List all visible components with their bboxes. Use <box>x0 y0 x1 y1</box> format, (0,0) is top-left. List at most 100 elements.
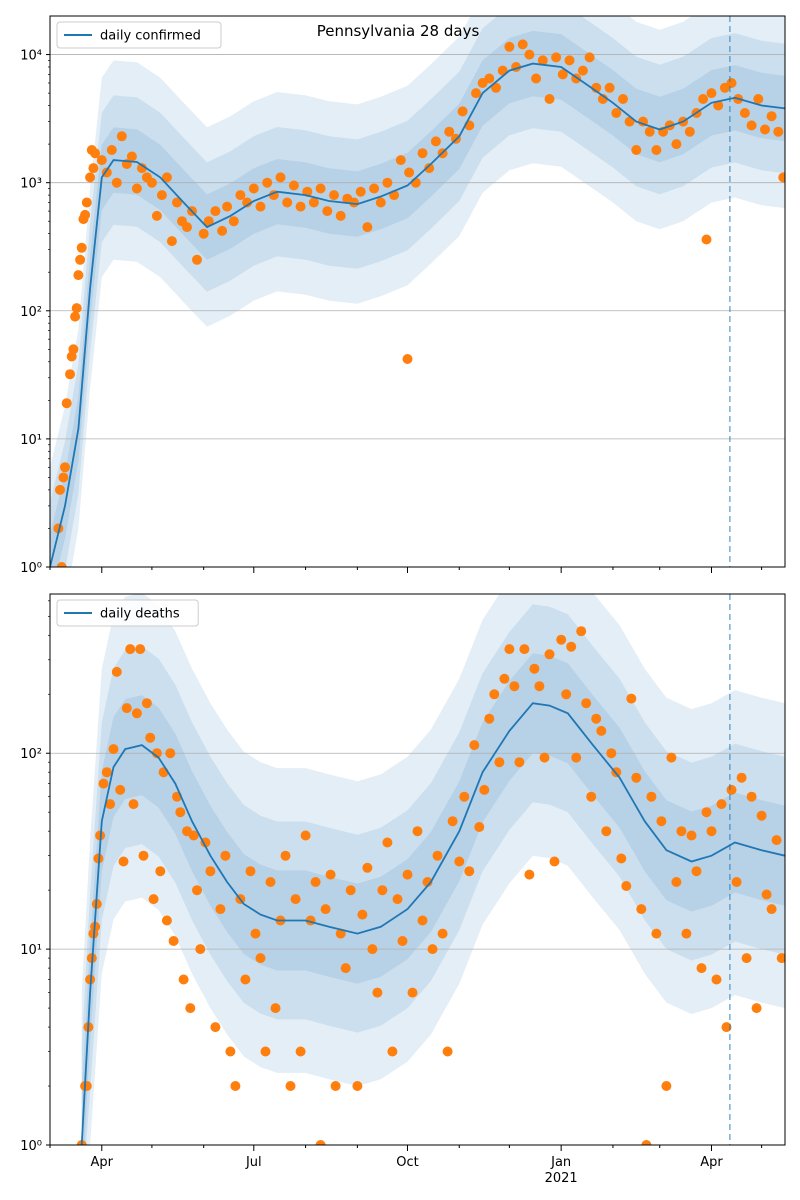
data-point <box>395 155 406 166</box>
data-point <box>175 807 186 818</box>
data-point <box>422 877 433 887</box>
data-point <box>128 799 139 810</box>
data-point <box>432 850 443 861</box>
data-point <box>192 254 202 265</box>
x-tick-label: Oct <box>396 1155 418 1170</box>
data-point <box>205 866 216 877</box>
data-point <box>773 126 784 137</box>
data-point <box>437 928 448 939</box>
confidence-band-3 <box>50 30 785 567</box>
data-point <box>288 180 299 191</box>
data-point <box>76 242 87 253</box>
data-point <box>544 649 555 660</box>
data-point <box>280 850 291 861</box>
fit-line <box>50 62 785 567</box>
data-point <box>484 713 495 724</box>
data-point <box>141 698 152 709</box>
y-tick-label: 10⁰ <box>20 1139 42 1154</box>
data-point <box>549 856 560 867</box>
data-point <box>382 177 393 188</box>
data-point <box>325 869 336 880</box>
data-point <box>188 830 199 841</box>
confidence-band-2 <box>81 604 785 1145</box>
data-point <box>561 689 572 700</box>
data-point <box>75 254 86 265</box>
data-point <box>198 228 209 239</box>
data-point <box>581 698 592 709</box>
data-point <box>168 936 179 946</box>
legend-label: daily confirmed <box>100 29 201 44</box>
data-point <box>442 1046 453 1057</box>
y-tick-label: 10¹ <box>20 943 42 958</box>
data-point <box>771 835 782 846</box>
data-point <box>696 963 707 974</box>
data-point <box>135 644 146 655</box>
data-point <box>646 791 657 802</box>
data-point <box>544 94 555 104</box>
data-point <box>138 850 149 861</box>
data-point <box>564 55 575 66</box>
x-tick-label: Jan <box>550 1155 571 1170</box>
data-point <box>519 644 530 655</box>
data-point <box>203 216 214 227</box>
data-point <box>392 894 403 905</box>
data-point <box>121 703 132 714</box>
data-point <box>576 626 587 637</box>
data-point <box>494 757 505 768</box>
data-point <box>270 1003 281 1014</box>
data-point <box>556 634 567 645</box>
data-point <box>290 894 301 905</box>
data-point <box>65 369 75 380</box>
data-point <box>369 183 380 194</box>
data-point <box>260 1046 271 1057</box>
data-point <box>504 41 515 52</box>
data-point <box>671 139 682 150</box>
y-tick-label: 10⁴ <box>20 49 42 64</box>
data-point <box>248 183 259 194</box>
legend-box <box>56 599 199 627</box>
data-point <box>255 953 266 964</box>
data-point <box>474 822 485 832</box>
data-point <box>713 100 724 111</box>
data-point <box>761 889 772 900</box>
data-point <box>459 791 470 802</box>
data-point <box>60 462 70 473</box>
data-point <box>262 177 273 188</box>
data-point <box>534 681 545 692</box>
data-point <box>315 183 326 194</box>
data-point <box>756 810 767 821</box>
data-point <box>457 106 468 117</box>
data-point <box>618 94 628 104</box>
data-point <box>136 163 147 174</box>
data-point <box>61 398 72 409</box>
axes-frame <box>49 15 786 568</box>
data-point <box>531 73 542 84</box>
data-point <box>586 791 597 802</box>
data-point <box>484 73 495 84</box>
data-point <box>161 172 172 183</box>
data-point <box>355 186 366 197</box>
data-point <box>315 1140 326 1145</box>
data-point <box>357 909 368 920</box>
data-point <box>230 1081 241 1091</box>
data-point <box>235 190 246 201</box>
data-point <box>760 124 770 135</box>
data-point <box>666 752 677 763</box>
data-point <box>656 816 667 827</box>
data-point <box>412 826 423 837</box>
data-point <box>402 869 413 880</box>
data-point <box>404 167 415 178</box>
data-point <box>73 270 84 281</box>
data-point <box>70 311 81 322</box>
data-point <box>701 234 712 245</box>
data-point <box>58 472 69 483</box>
data-point <box>479 784 490 795</box>
data-point <box>55 484 65 495</box>
data-point <box>322 206 333 217</box>
data-point <box>240 974 251 985</box>
data-point <box>146 177 157 188</box>
data-point <box>222 201 233 212</box>
data-point <box>250 928 261 939</box>
